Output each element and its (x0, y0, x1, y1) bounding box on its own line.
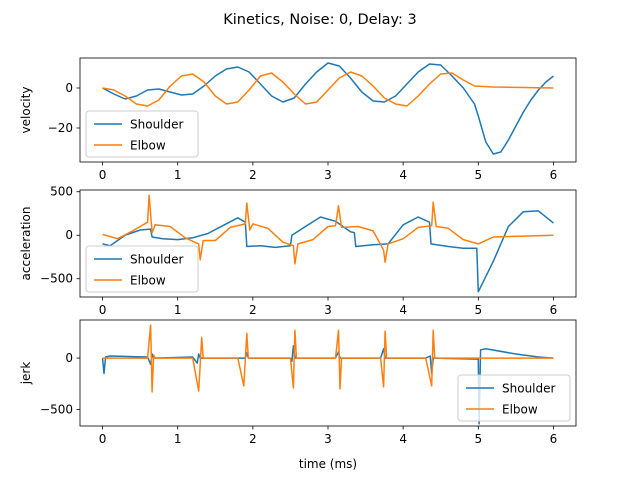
y-tick-label: −500 (40, 272, 73, 286)
panels: 0 1 2 3 4 5 6 0 −20 velocity Shoulder Elbow 0 1 2 3 4 5 6 5… (19, 57, 577, 471)
x-tick-label: 6 (550, 303, 558, 317)
y-tick-label: 0 (65, 228, 73, 242)
figure-title: Kinetics, Noise: 0, Delay: 3 (223, 12, 417, 28)
y-tick-label: 0 (65, 351, 73, 365)
subplot-jerk: 0 1 2 3 4 5 6 0 −500 jerk time (ms) Shoulder Elbow (19, 319, 577, 471)
subplot-acceleration: 0 1 2 3 4 5 6 500 0 −500 acceleration Shoulder Elbow (19, 185, 577, 317)
y-axis-label: acceleration (19, 207, 33, 281)
legend: Shoulder Elbow (85, 110, 199, 158)
x-tick-label: 3 (324, 432, 332, 446)
legend-label-shoulder: Shoulder (502, 382, 556, 396)
x-tick-label: 5 (474, 303, 482, 317)
y-tick-label: −20 (48, 121, 73, 135)
x-axis-label: time (ms) (299, 457, 357, 471)
x-tick-label: 1 (174, 432, 182, 446)
legend-label-shoulder: Shoulder (130, 118, 184, 132)
series-line-shoulder (102, 62, 554, 155)
series-group (102, 62, 554, 155)
x-tick-label: 1 (174, 168, 182, 182)
x-tick-label: 6 (550, 432, 558, 446)
y-tick-label: −500 (40, 403, 73, 417)
series-line-elbow (102, 71, 554, 107)
x-tick-label: 2 (249, 432, 257, 446)
legend-label-shoulder: Shoulder (130, 253, 184, 267)
x-tick-label: 4 (399, 168, 407, 182)
x-tick-label: 3 (324, 303, 332, 317)
x-tick-label: 2 (249, 168, 257, 182)
x-tick-label: 4 (399, 303, 407, 317)
x-tick-label: 0 (99, 432, 107, 446)
x-tick-label: 0 (99, 303, 107, 317)
legend: Shoulder Elbow (85, 245, 199, 293)
x-tick-label: 3 (324, 168, 332, 182)
legend-label-elbow: Elbow (502, 403, 538, 417)
subplot-velocity: 0 1 2 3 4 5 6 0 −20 velocity Shoulder Elbow (19, 57, 577, 182)
x-tick-label: 5 (474, 432, 482, 446)
legend-label-elbow: Elbow (130, 139, 166, 153)
x-tick-label: 4 (399, 432, 407, 446)
x-tick-label: 2 (249, 303, 257, 317)
x-tick-label: 5 (474, 168, 482, 182)
y-axis-label: jerk (19, 362, 33, 386)
series-line-elbow (102, 194, 554, 265)
series-line-elbow (102, 324, 554, 393)
legend: Shoulder Elbow (457, 374, 571, 422)
x-tick-label: 6 (550, 168, 558, 182)
y-axis-label: velocity (19, 87, 33, 134)
x-tick-label: 1 (174, 303, 182, 317)
y-tick-label: 0 (65, 81, 73, 95)
series-group (102, 194, 554, 293)
legend-label-elbow: Elbow (130, 274, 166, 288)
series-group (101, 324, 554, 425)
y-tick-label: 500 (50, 185, 73, 199)
series-line-shoulder (102, 210, 554, 293)
x-tick-label: 0 (99, 168, 107, 182)
